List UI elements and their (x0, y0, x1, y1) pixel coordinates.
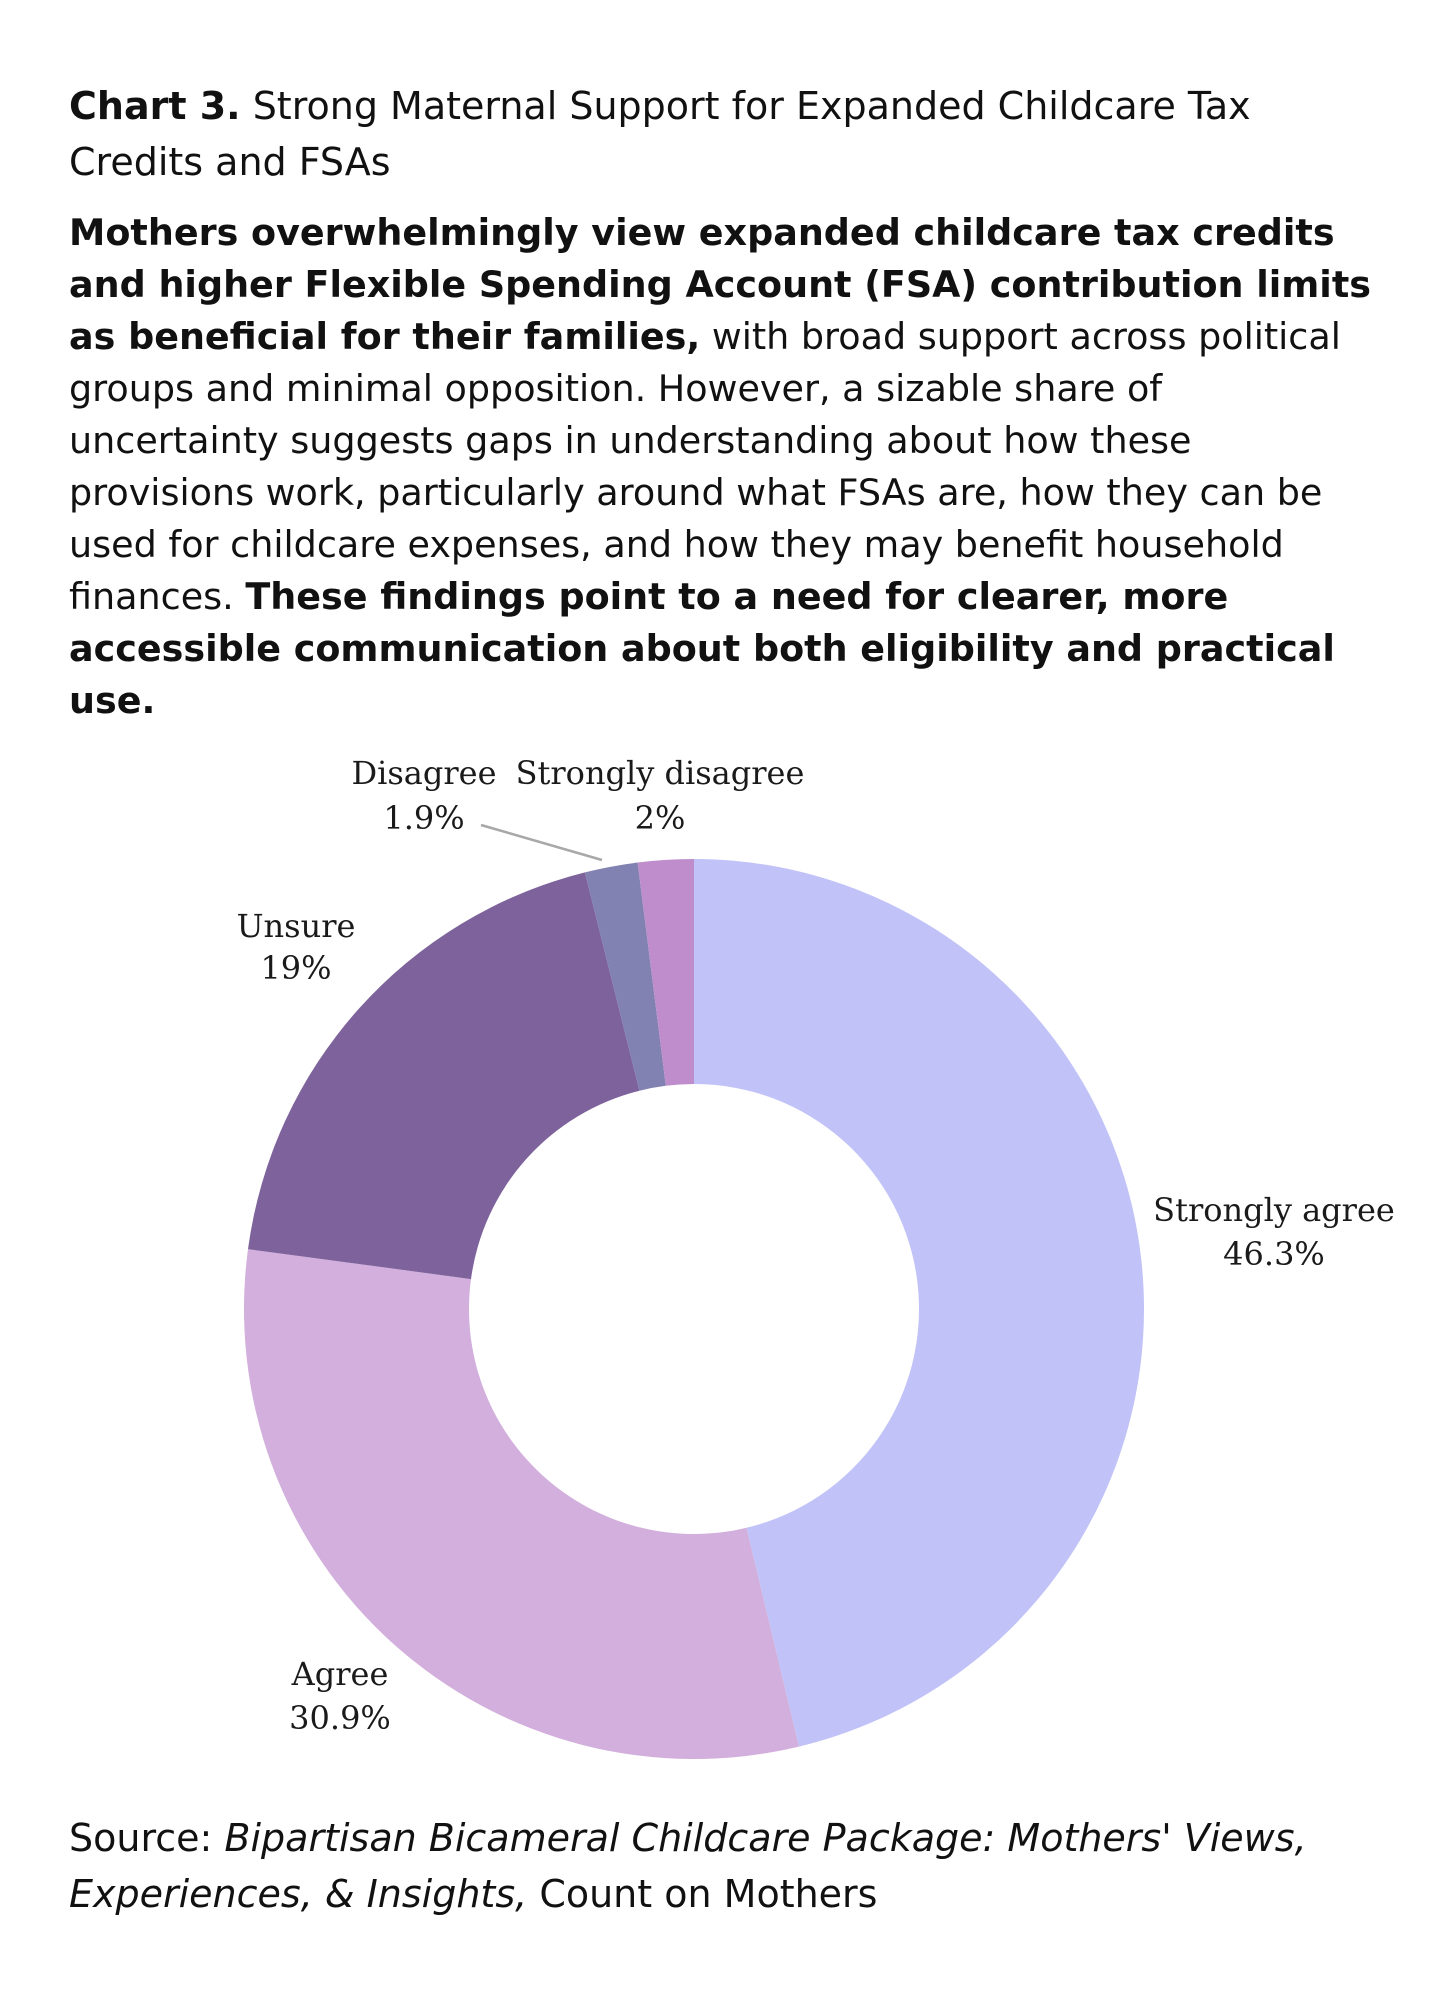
label-disagree-value: 1.9% (383, 799, 464, 837)
summary-paragraph: Mothers overwhelmingly view expanded chi… (69, 207, 1379, 727)
source-citation: Source: Bipartisan Bicameral Childcare P… (69, 1810, 1399, 1922)
slice-strongly-agree (694, 859, 1144, 1747)
source-title: Bipartisan Bicameral Childcare Package: … (69, 1816, 1307, 1916)
label-disagree-name: Disagree (351, 754, 496, 792)
slice-disagree (584, 862, 666, 1091)
donut-slices (244, 859, 1144, 1759)
summary-text-1: with broad support across political grou… (69, 315, 1341, 618)
chart-title: Chart 3. Strong Maternal Support for Exp… (69, 78, 1379, 190)
source-organization: Count on Mothers (539, 1872, 878, 1916)
label-strongly-agree-value: 46.3% (1223, 1235, 1325, 1273)
slice-agree (244, 1249, 799, 1759)
disagree-leader-line (480, 823, 603, 862)
source-prefix: Source: (69, 1816, 213, 1860)
summary-bold-1: Mothers overwhelmingly view expanded chi… (69, 211, 1371, 358)
label-unsure-value: 19% (260, 949, 331, 987)
label-agree-name: Agree (291, 1655, 389, 1693)
label-strongly-agree-name: Strongly agree (1153, 1191, 1395, 1229)
label-strongly-disagree-value: 2% (635, 799, 686, 837)
slice-unsure (247, 872, 640, 1280)
label-agree-value: 30.9% (289, 1699, 391, 1737)
chart-title-prefix: Chart 3. (69, 84, 241, 128)
slice-strongly-disagree (637, 859, 694, 1086)
label-strongly-disagree-name: Strongly disagree (516, 754, 805, 792)
summary-bold-2: These findings point to a need for clear… (69, 575, 1335, 722)
label-unsure-name: Unsure (237, 907, 356, 945)
chart-title-text: Strong Maternal Support for Expanded Chi… (69, 84, 1251, 184)
